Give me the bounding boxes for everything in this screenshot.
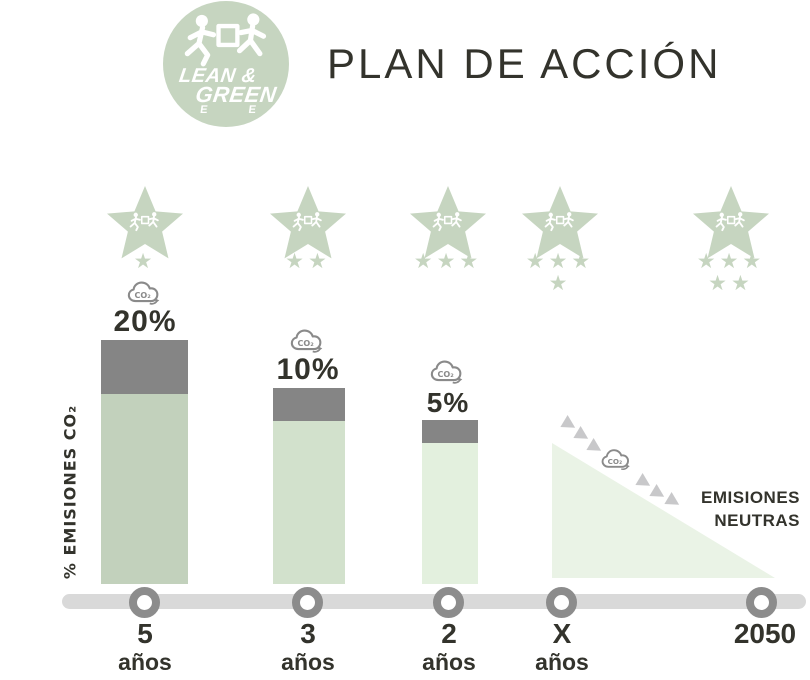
- logo-brand-line-2: GREEN: [193, 82, 279, 107]
- bar-reduction-segment: [422, 420, 478, 443]
- bar-reduction-segment: [273, 388, 345, 421]
- reduction-label: 20%: [113, 305, 177, 338]
- star-rating: ★★: [248, 250, 368, 272]
- star-rating: ★★★: [388, 250, 508, 272]
- star-rating: ★: [85, 250, 205, 272]
- reduction-label: 5%: [426, 387, 470, 418]
- mini-stars-row-1: ★★★: [696, 249, 766, 273]
- triangle-shape: [552, 443, 775, 578]
- co2-cloud-icon: [429, 358, 467, 387]
- mini-stars-row-1: ★★★: [413, 249, 483, 273]
- timeline-node: [546, 587, 577, 618]
- bar-remaining-segment: [273, 421, 345, 584]
- emission-bar: [101, 340, 188, 584]
- timeline-node: [746, 587, 777, 618]
- timeline-year-label: 3: [300, 618, 316, 649]
- neutral-emissions-line-2: NEUTRAS: [714, 511, 800, 530]
- timeline-unit-label: años: [281, 649, 335, 675]
- emission-bar: [422, 420, 478, 584]
- bar-remaining-segment: [101, 394, 188, 584]
- co2-cloud-icon: [289, 327, 327, 356]
- co2-cloud-icon: [126, 279, 164, 308]
- bar-reduction-segment: [101, 340, 188, 394]
- co2-cloud-icon: [601, 449, 631, 471]
- reduction-label: 10%: [276, 353, 340, 386]
- emissions-triangle: [552, 414, 775, 578]
- mini-stars-row-2: ★★: [708, 271, 754, 295]
- star-rating: ★★★ ★: [500, 250, 620, 294]
- timeline-node: [129, 587, 160, 618]
- timeline-node: [433, 587, 464, 618]
- timeline-year-label: 2050: [733, 618, 797, 649]
- mini-stars-row-1: ★★★: [525, 249, 595, 273]
- timeline-unit-label: años: [422, 649, 476, 675]
- descending-arrows-icon: [560, 414, 680, 505]
- mini-stars-row-1: ★★: [285, 249, 331, 273]
- timeline-year-label: 5: [137, 618, 153, 649]
- mini-stars-row-2: ★: [548, 271, 572, 295]
- neutral-emissions-line-1: EMISIONES: [701, 488, 800, 507]
- timeline-year-label: X: [552, 618, 572, 649]
- bar-remaining-segment: [422, 443, 478, 584]
- timeline-node: [292, 587, 323, 618]
- emission-bar: [273, 388, 345, 584]
- page-title: PLAN DE ACCIÓN: [327, 40, 722, 87]
- mini-stars-row-1: ★: [133, 249, 157, 273]
- runners-with-box-icon: [183, 13, 275, 69]
- timeline-unit-label: años: [535, 649, 589, 675]
- logo-brand-line-3: E E: [199, 104, 257, 116]
- lean-green-logo: [163, 1, 289, 127]
- timeline-year-label: 2: [441, 618, 457, 649]
- star-rating: ★★★ ★★: [671, 250, 791, 294]
- neutral-emissions-label: EMISIONES NEUTRAS: [630, 486, 800, 532]
- y-axis-label: % EMISIONES CO₂: [60, 404, 80, 580]
- timeline-unit-label: años: [118, 649, 172, 675]
